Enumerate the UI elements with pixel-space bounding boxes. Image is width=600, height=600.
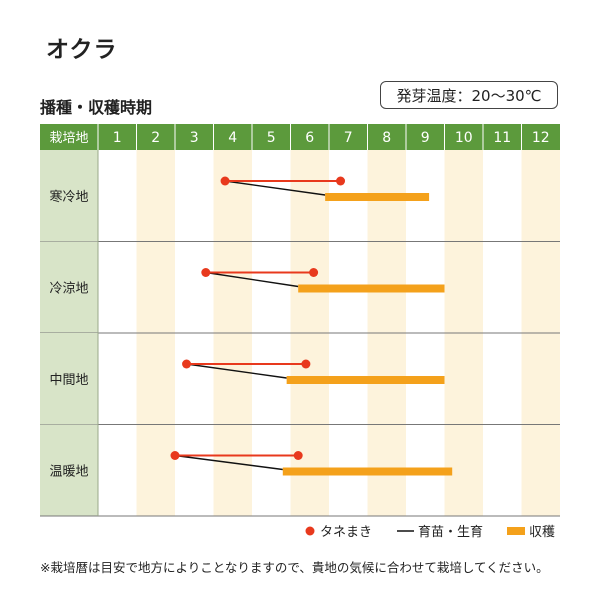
month-label-7: 7 xyxy=(344,130,353,146)
legend-sowing-dot xyxy=(305,526,315,536)
month-label-10: 10 xyxy=(455,130,473,146)
region-label-cell xyxy=(40,424,98,516)
region-label-0: 寒冷地 xyxy=(49,189,88,205)
harvest-bar xyxy=(325,193,430,201)
germination-temperature-text: 発芽温度：20〜30℃ xyxy=(396,86,542,105)
seedling-line xyxy=(205,271,299,288)
harvest-bar xyxy=(282,467,453,476)
sowing-end-dot xyxy=(309,268,319,277)
month-label-8: 8 xyxy=(382,130,391,146)
seedling-line xyxy=(174,454,283,471)
header-label: 栽培地 xyxy=(49,130,88,146)
month-label-2: 2 xyxy=(151,130,160,146)
sowing-start-dot xyxy=(201,268,211,277)
sowing-end-dot xyxy=(301,359,311,369)
region-label-cell xyxy=(40,333,98,425)
sowing-start-dot xyxy=(220,176,230,186)
region-label-cell xyxy=(40,241,98,333)
seedling-line xyxy=(224,180,326,196)
region-label-3: 温暖地 xyxy=(49,464,88,479)
month-label-4: 4 xyxy=(228,130,237,146)
month-label-5: 5 xyxy=(267,130,276,146)
seedling-line xyxy=(186,363,287,379)
month-label-11: 11 xyxy=(493,130,511,146)
chart-subtitle: 播種・収穫時期 xyxy=(40,98,153,117)
legend-sowing-label: タネまき xyxy=(320,525,372,540)
month-label-12: 12 xyxy=(532,130,550,146)
region-label-cell xyxy=(40,150,98,242)
crop-title: オクラ xyxy=(46,37,118,63)
region-label-2: 中間地 xyxy=(49,373,88,388)
footnote: ※栽培暦は目安で地方によりことなりますので、貴地の気候に合わせて栽培してください… xyxy=(40,560,549,575)
month-label-1: 1 xyxy=(113,130,122,146)
month-label-9: 9 xyxy=(421,130,430,146)
header-band xyxy=(40,124,560,150)
sowing-start-dot xyxy=(182,359,192,369)
harvest-bar xyxy=(286,376,445,384)
sowing-start-dot xyxy=(170,451,180,460)
legend: タネまき 育苗・生育 収穫 xyxy=(305,524,555,540)
legend-harvest-label: 収穫 xyxy=(529,525,555,540)
legend-harvest-swatch xyxy=(507,527,525,535)
sowing-end-dot xyxy=(336,176,346,186)
legend-seedling-label: 育苗・生育 xyxy=(418,524,483,540)
region-label-1: 冷涼地 xyxy=(49,281,88,296)
germination-temperature-badge: 発芽温度：20〜30℃ xyxy=(380,81,558,109)
month-label-3: 3 xyxy=(190,130,199,146)
harvest-bar xyxy=(298,284,445,293)
sowing-end-dot xyxy=(293,451,303,460)
month-label-6: 6 xyxy=(305,130,314,146)
